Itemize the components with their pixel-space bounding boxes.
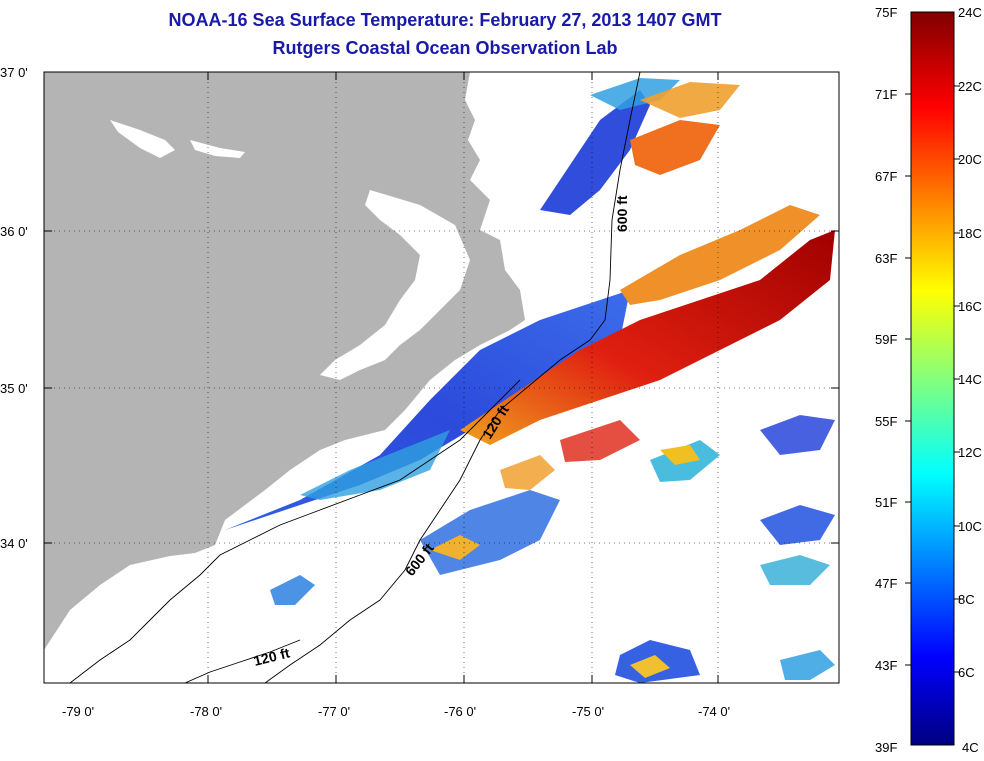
warm-water-patch	[620, 205, 820, 305]
lon-label: -76 0'	[444, 704, 476, 719]
map-title: NOAA-16 Sea Surface Temperature: Februar…	[168, 10, 722, 30]
colorbar-f-label: 43F	[875, 658, 897, 673]
sst-scatter-patch	[760, 415, 835, 455]
colorbar-c-label: 10C	[958, 519, 982, 534]
lon-label: -78 0'	[190, 704, 222, 719]
sst-data-layer	[225, 78, 835, 683]
colorbar-f-label: 59F	[875, 332, 897, 347]
colorbar-f-label: 39F	[875, 740, 897, 755]
colorbar-f-label: 51F	[875, 495, 897, 510]
map-subtitle: Rutgers Coastal Ocean Observation Lab	[272, 38, 618, 58]
lat-label: 37 0'	[0, 65, 28, 80]
cold-water-patch	[540, 90, 650, 215]
colorbar-f-label: 71F	[875, 87, 897, 102]
lat-label: 36 0'	[0, 224, 28, 239]
colorbar-c-label: 8C	[958, 592, 975, 607]
sst-scatter-patch	[760, 505, 835, 545]
lat-label: 34 0'	[0, 536, 28, 551]
colorbar-c-label: 4C	[962, 740, 979, 755]
colorbar	[910, 11, 955, 746]
sst-scatter-patch	[500, 455, 555, 490]
warm-water-patch	[630, 120, 720, 175]
colorbar-f-label: 47F	[875, 576, 897, 591]
isobath-label-600ft-north: 600 ft	[614, 195, 630, 232]
colorbar-f-label: 55F	[875, 414, 897, 429]
inland-water	[110, 120, 175, 158]
colorbar-c-label: 22C	[958, 79, 982, 94]
colorbar-c-label: 6C	[958, 665, 975, 680]
colorbar-ticks	[905, 85, 960, 673]
sst-scatter-patch	[560, 420, 640, 462]
colorbar-c-label: 24C	[958, 5, 982, 20]
graticule	[44, 72, 839, 683]
warm-water-patch	[640, 82, 740, 118]
lon-label: -77 0'	[318, 704, 350, 719]
colorbar-c-label: 16C	[958, 299, 982, 314]
cold-water-patch	[300, 430, 450, 500]
sst-scatter-patch	[760, 555, 830, 585]
lon-label: -79 0'	[62, 704, 94, 719]
inland-water	[190, 140, 245, 158]
gulf-stream-patch	[460, 230, 835, 445]
isobath-lines	[69, 72, 641, 683]
axis-ticks	[44, 72, 839, 683]
inland-water	[320, 190, 470, 380]
sst-scatter-patch	[630, 655, 670, 678]
colorbar-f-label: 75F	[875, 5, 897, 20]
sst-scatter-patch	[780, 650, 835, 680]
colorbar-c-label: 20C	[958, 152, 982, 167]
sst-scatter-patch	[660, 445, 700, 465]
cold-water-patch	[225, 290, 630, 530]
sst-scatter-patch	[270, 575, 315, 605]
colorbar-f-label: 63F	[875, 251, 897, 266]
colorbar-c-label: 14C	[958, 372, 982, 387]
colorbar-c-label: 18C	[958, 226, 982, 241]
colorbar-c-label: 12C	[958, 445, 982, 460]
colorbar-f-label: 67F	[875, 169, 897, 184]
map-frame	[43, 71, 840, 684]
lon-label: -74 0'	[698, 704, 730, 719]
sst-scatter-patch	[430, 535, 480, 560]
lon-label: -75 0'	[572, 704, 604, 719]
lat-label: 35 0'	[0, 381, 28, 396]
